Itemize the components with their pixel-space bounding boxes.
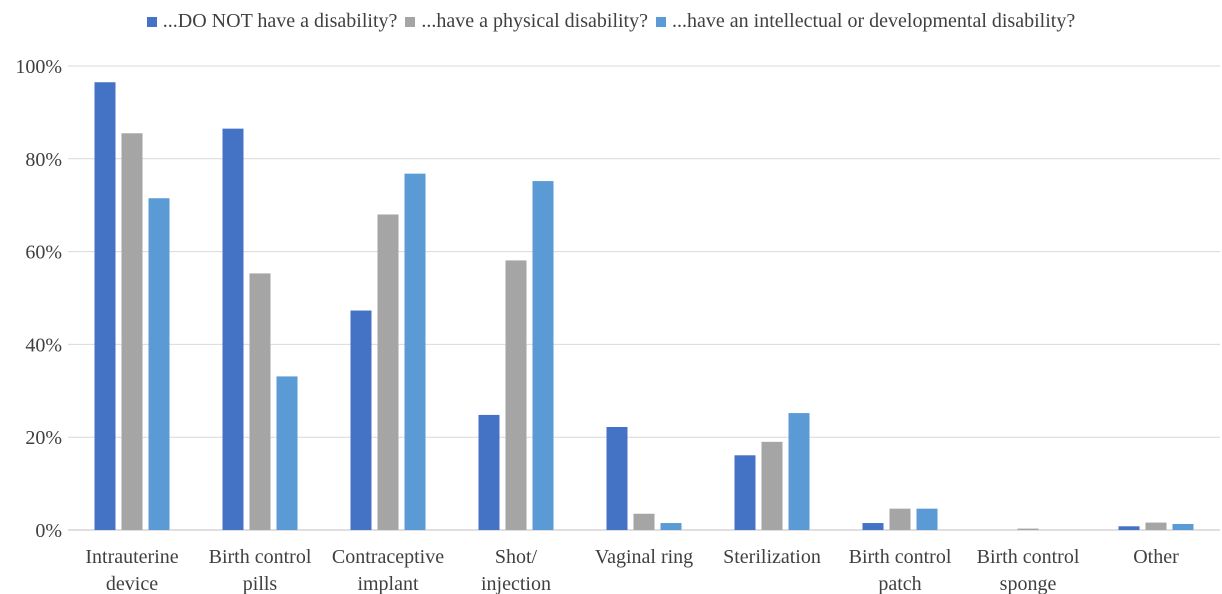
x-tick-label: Birth control <box>209 546 312 568</box>
legend-swatch-idd <box>656 16 666 27</box>
bar <box>633 513 655 530</box>
y-tick-label: 20% <box>25 427 62 449</box>
bar <box>1172 523 1194 530</box>
y-tick-label: 80% <box>25 149 62 171</box>
y-tick-label: 0% <box>35 520 62 542</box>
legend-label-physical-disability: ...have a physical disability? <box>421 10 648 32</box>
x-tick-label: Shot/ <box>495 546 538 568</box>
x-tick-label: device <box>106 573 158 594</box>
bar <box>276 376 298 530</box>
x-tick-label: Vaginal ring <box>595 546 693 568</box>
bar <box>916 508 938 530</box>
legend-label-no-disability: ...DO NOT have a disability? <box>162 10 398 32</box>
bar <box>862 523 884 530</box>
legend-swatch-physical-disability <box>405 16 416 27</box>
bar <box>404 173 426 530</box>
bar <box>1118 526 1140 530</box>
bar <box>505 260 527 530</box>
bar <box>121 133 143 530</box>
bar <box>148 198 170 531</box>
x-tick-label: sponge <box>1000 573 1057 594</box>
bar <box>734 455 756 530</box>
y-tick-label: 40% <box>25 334 62 356</box>
x-tick-label: Other <box>1133 546 1179 568</box>
bar <box>350 310 372 530</box>
bar <box>478 414 500 530</box>
x-tick-label: patch <box>878 573 921 594</box>
bar <box>660 523 682 530</box>
x-tick-label: Sterilization <box>723 546 821 568</box>
bar <box>788 413 810 530</box>
x-tick-label: implant <box>357 573 419 594</box>
x-tick-label: Contraceptive <box>332 546 444 568</box>
y-tick-label: 100% <box>15 56 62 78</box>
legend-label-idd: ...have an intellectual or developmental… <box>672 10 1076 32</box>
legend-item-physical-disability: ...have a physical disability? <box>405 10 648 33</box>
bar <box>377 214 399 531</box>
legend-item-no-disability: ...DO NOT have a disability? <box>146 10 398 33</box>
bar <box>249 273 271 530</box>
x-tick-label: Birth control <box>977 546 1080 568</box>
x-tick-label: Intrauterine <box>85 546 178 568</box>
x-tick-label: Birth control <box>849 546 952 568</box>
chart-legend: ...DO NOT have a disability? ...have a p… <box>0 10 1222 33</box>
bar <box>606 426 628 530</box>
bar <box>94 82 116 531</box>
y-tick-label: 60% <box>25 242 62 264</box>
bar <box>761 441 783 530</box>
bar <box>1017 528 1039 530</box>
bar <box>532 181 554 530</box>
bar <box>1145 522 1167 530</box>
legend-item-idd: ...have an intellectual or developmental… <box>656 10 1075 33</box>
legend-swatch-no-disability <box>146 16 157 27</box>
x-tick-label: injection <box>481 573 551 594</box>
x-tick-label: pills <box>243 573 278 594</box>
bar <box>889 508 911 530</box>
bar <box>222 128 244 530</box>
